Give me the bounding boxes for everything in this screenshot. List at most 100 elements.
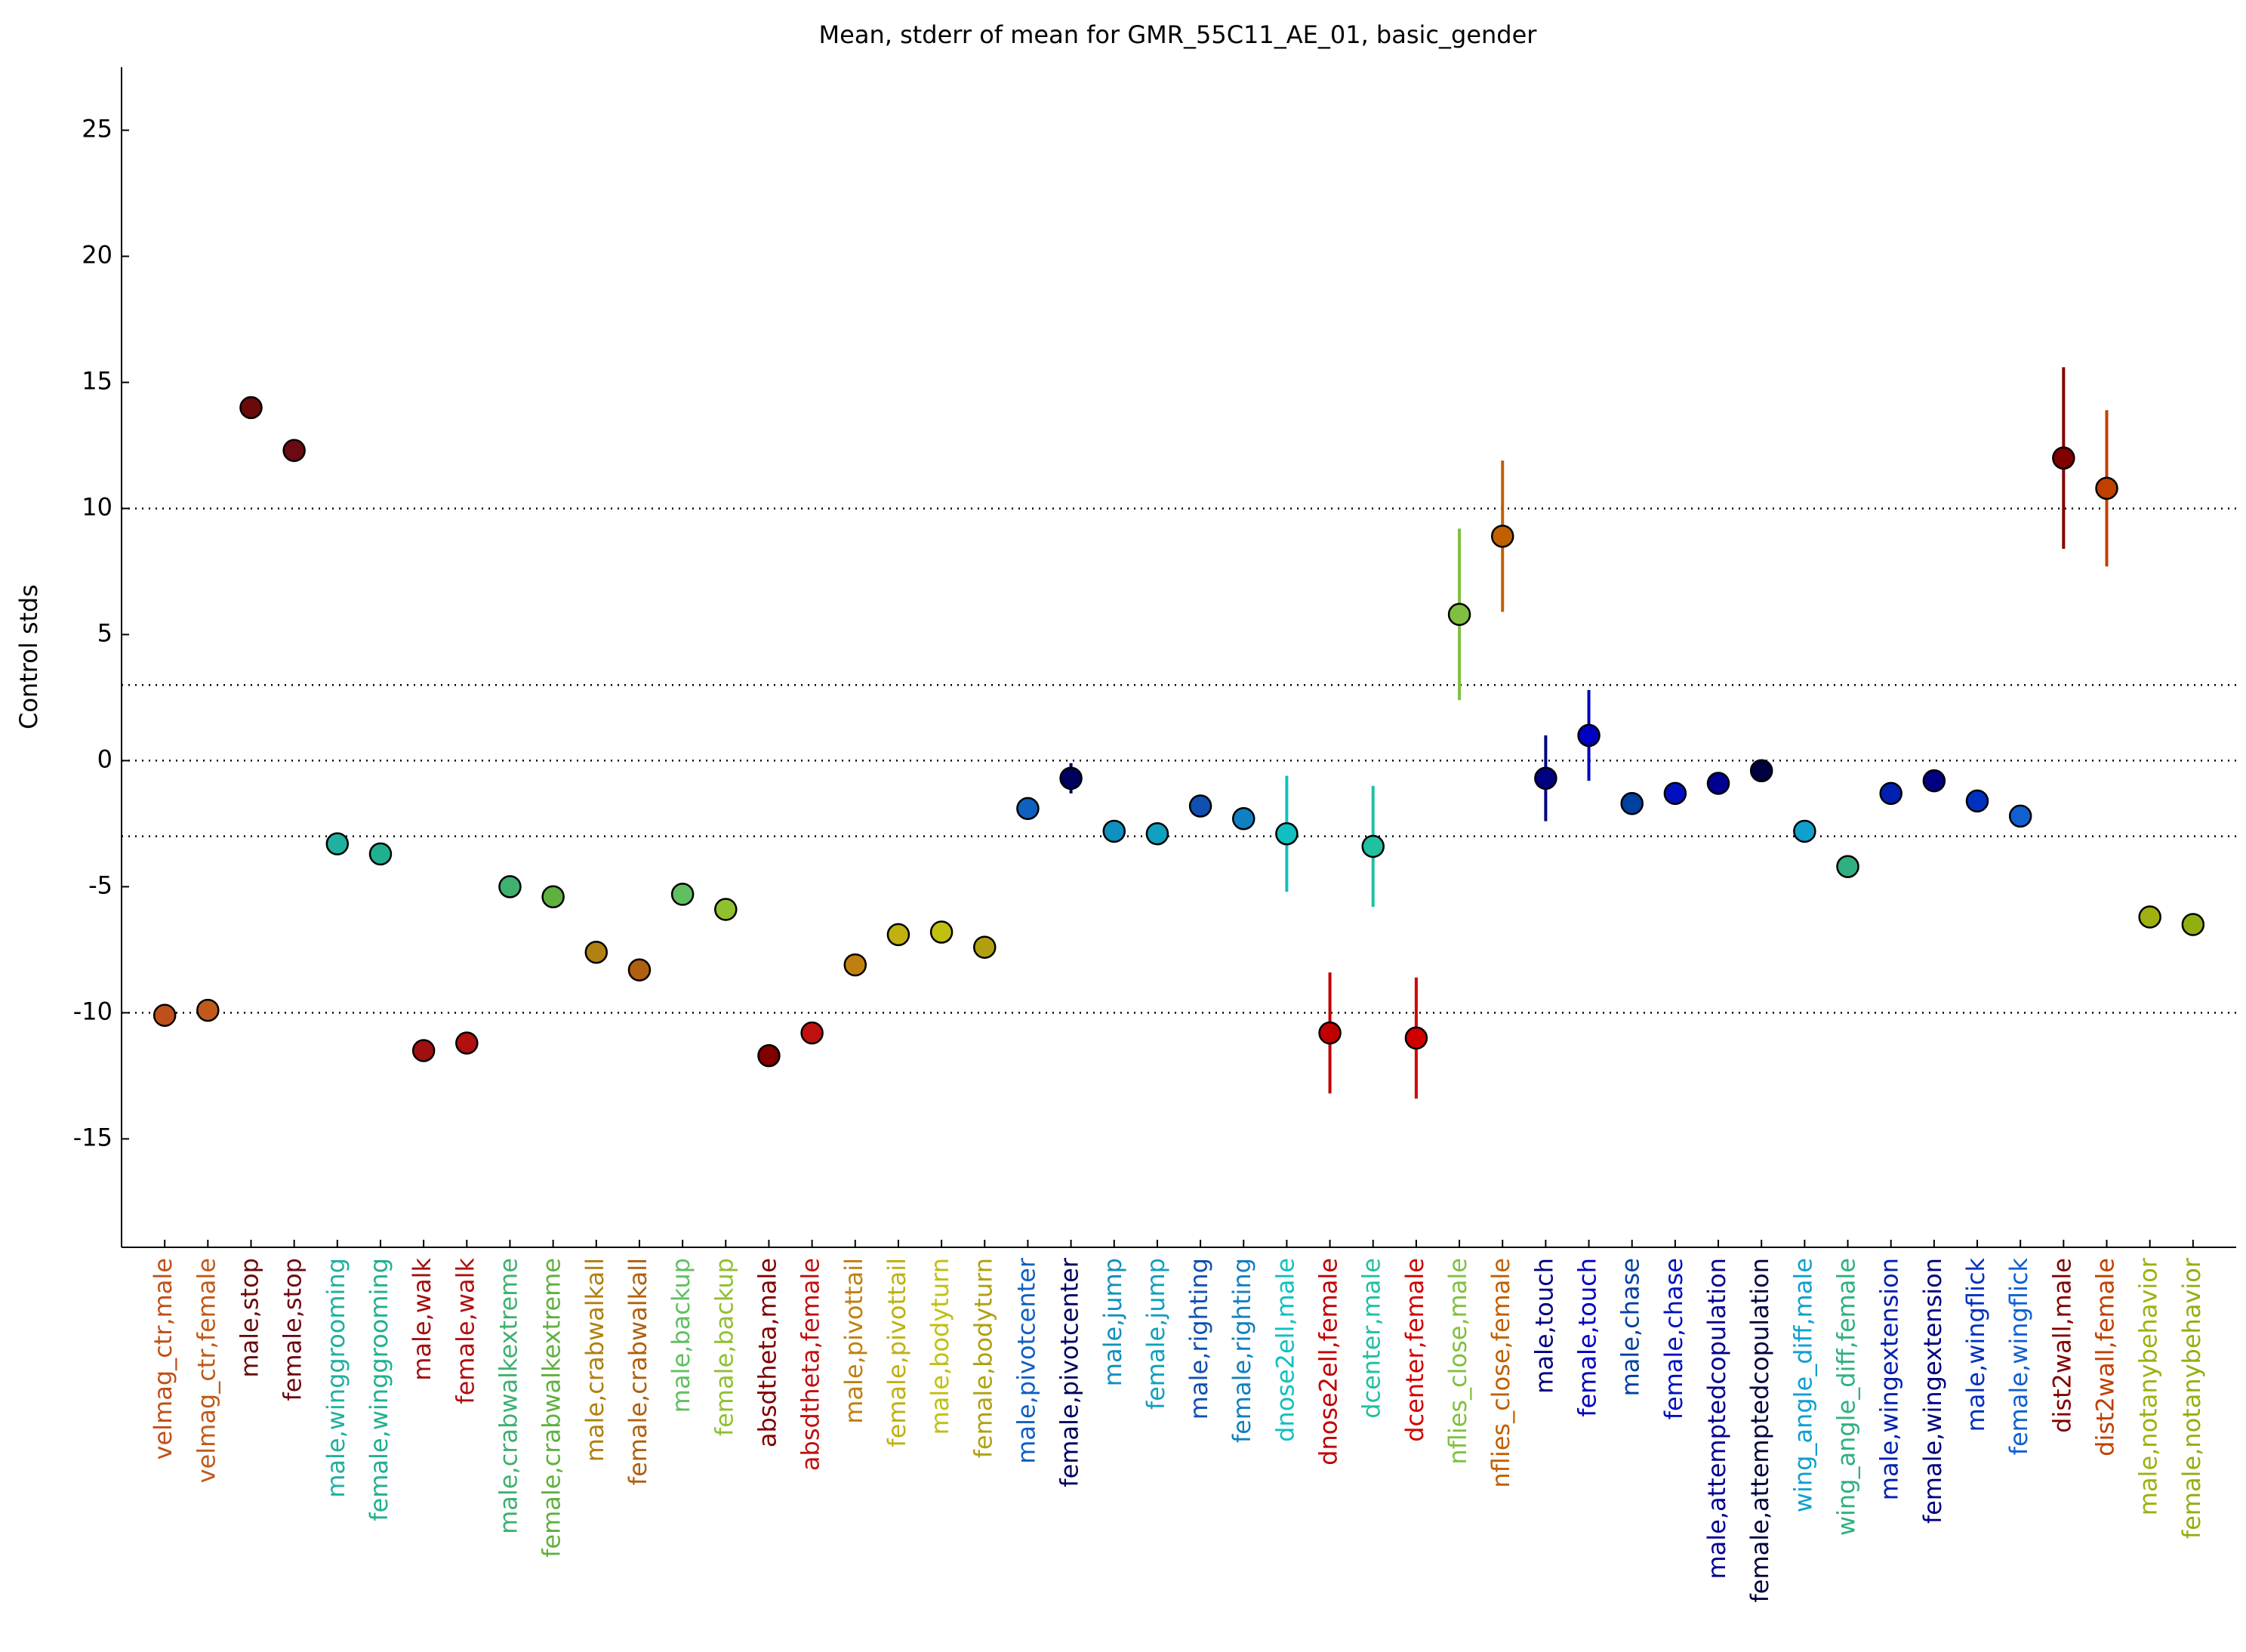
y-tick-label: -15 [73,1123,112,1151]
x-tick-label: absdtheta,female [796,1258,825,1471]
y-tick-label: 0 [97,744,112,773]
x-tick-label: female,chase [1659,1258,1688,1419]
x-tick-label: female,jump [1141,1258,1170,1410]
x-tick-label: female,crabwalkall [624,1258,652,1485]
x-tick-label: male,righting [1185,1258,1213,1419]
mean-marker [584,941,608,964]
mean-marker [541,885,565,909]
mean-marker [1922,769,1946,793]
mean-marker [1965,789,1989,813]
mean-marker [1447,603,1471,626]
y-tick-label: 25 [82,114,112,143]
mean-marker [1188,794,1212,818]
x-tick-label: dcenter,male [1357,1258,1386,1419]
y-axis-label: Control stds [14,584,43,729]
mean-marker [843,953,867,977]
x-tick-label: male,chase [1616,1258,1645,1396]
x-tick-label: male,notanybehavior [2134,1257,2163,1515]
mean-marker [1620,791,1644,815]
mean-marker [1059,766,1083,791]
mean-marker [196,998,220,1022]
x-tick-label: female,walk [451,1258,479,1404]
mean-marker [1836,855,1859,878]
x-tick-label: male,bodyturn [926,1258,954,1435]
x-tick-label: male,wingextension [1875,1258,1904,1500]
x-tick-label: female,pivottail [883,1258,911,1447]
x-tick-label: male,winggrooming [322,1258,350,1498]
mean-marker [1534,766,1557,791]
mean-marker [1749,759,1773,783]
x-tick-label: male,crabwalkextreme [494,1258,522,1534]
mean-marker [1706,772,1730,795]
x-tick-label: female,touch [1573,1258,1602,1417]
mean-marker [1361,834,1385,858]
mean-marker [1145,822,1169,846]
mean-marker [2181,913,2205,936]
mean-marker [1879,781,1902,806]
y-tick-label: 5 [97,618,112,647]
x-tick-label: female,notanybehavior [2177,1257,2206,1539]
mean-marker [368,842,393,866]
mean-marker [886,923,910,947]
x-tick-label: dist2wall,male [2047,1258,2076,1433]
x-tick-label: male,stop [235,1258,263,1378]
mean-marker [2052,446,2075,470]
x-tick-label: female,bodyturn [969,1258,997,1458]
x-tick-label: male,touch [1530,1258,1558,1394]
x-tick-label: velmag_ctr,male [149,1258,177,1459]
x-tick-label: velmag_ctr,female [192,1258,220,1483]
x-tick-label: dnose2ell,female [1314,1258,1343,1466]
x-tick-label: female,pivotcenter [1055,1257,1084,1487]
x-tick-label: male,jump [1098,1258,1127,1386]
mean-marker [2008,804,2032,828]
x-tick-label: female,winggrooming [365,1258,393,1521]
mean-marker [627,958,652,982]
x-tick-label: dnose2ell,male [1271,1258,1299,1442]
mean-marker [282,439,306,462]
mean-marker [1102,819,1126,843]
x-tick-label: female,righting [1228,1258,1256,1443]
x-tick-label: male,backup [667,1258,695,1413]
mean-marker [973,935,997,959]
y-tick-label: 15 [82,366,112,395]
mean-marker [714,898,738,921]
y-tick-label: 20 [82,240,112,269]
mean-marker [239,396,263,420]
x-tick-label: female,wingflick [2004,1258,2033,1456]
mean-marker [929,920,954,944]
x-tick-label: male,attemptedcopulation [1702,1258,1731,1580]
mean-marker [153,1003,177,1027]
mean-marker [1404,1026,1428,1050]
x-tick-label: female,crabwalkextreme [538,1258,566,1558]
y-tick-label: -10 [73,997,112,1025]
mean-marker [2095,476,2118,500]
mean-marker [1793,819,1816,843]
mean-marker [670,883,695,906]
x-tick-label: female,attemptedcopulation [1745,1258,1774,1602]
x-tick-label: dist2wall,female [2091,1258,2120,1456]
mean-marker [757,1043,781,1068]
y-tick-label: 10 [82,492,112,521]
mean-marker [455,1031,479,1055]
mean-marker [498,875,522,898]
x-tick-label: nflies_close,male [1443,1258,1472,1465]
mean-marker [325,832,350,855]
x-tick-label: dcenter,female [1400,1258,1429,1442]
x-tick-label: male,pivottail [840,1258,868,1424]
mean-marker [1275,822,1299,846]
mean-marker [1016,797,1040,821]
mean-marker [1231,806,1255,831]
x-tick-label: wing_angle_diff,male [1788,1258,1817,1512]
mean-marker [1318,1021,1342,1045]
mean-marker [1577,723,1601,747]
mean-marker [800,1021,824,1045]
x-tick-label: female,wingextension [1918,1258,1947,1524]
chart-title: Mean, stderr of mean for GMR_55C11_AE_01… [819,20,1538,49]
x-tick-label: wing_angle_diff,female [1832,1258,1861,1536]
mean-marker [1663,781,1687,806]
x-tick-label: female,backup [710,1258,738,1436]
x-tick-label: nflies_close,female [1487,1258,1515,1488]
y-tick-label: -5 [88,871,112,899]
x-tick-label: male,wingflick [1961,1258,1990,1432]
